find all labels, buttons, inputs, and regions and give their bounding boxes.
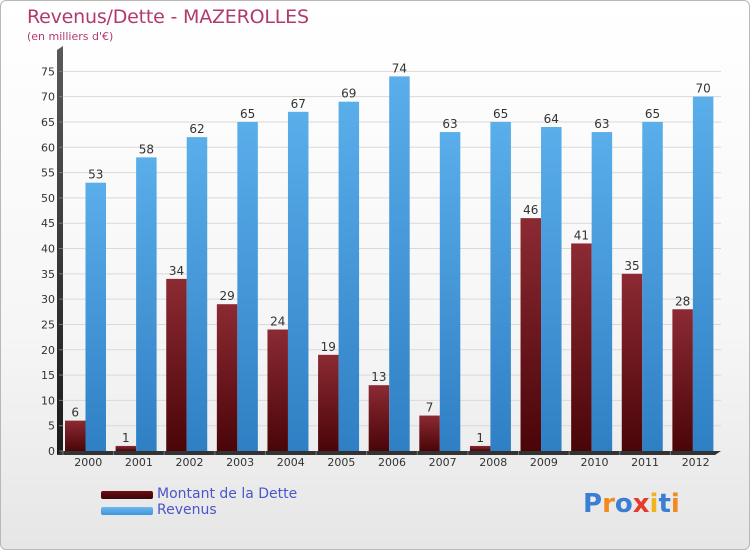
y-tick-label: 50 (41, 192, 55, 205)
x-tick-label: 2000 (74, 456, 102, 469)
bar-revenue (642, 121, 663, 451)
logo-letter: x (632, 489, 650, 519)
bar-debt (368, 385, 390, 451)
bar-debt (469, 445, 491, 451)
y-tick-label: 0 (48, 445, 55, 458)
bar-revenue (136, 157, 157, 451)
chart-subtitle: (en milliers d'€) (27, 30, 114, 43)
logo-letter: P (583, 489, 603, 519)
data-label-revenue: 70 (695, 82, 710, 96)
bar-debt (166, 278, 187, 451)
data-label-debt: 1 (122, 431, 130, 445)
y-tick-label: 10 (41, 394, 55, 407)
y-tick-label: 55 (41, 167, 55, 180)
data-label-revenue: 64 (544, 112, 559, 126)
x-tick-label: 2012 (682, 456, 710, 469)
bar-debt (318, 354, 339, 451)
legend-label-revenue: Revenus (157, 502, 217, 518)
bar-debt (115, 445, 137, 451)
legend-swatch-revenue (101, 507, 153, 515)
y-tick-label: 45 (41, 217, 55, 230)
logo-letter: i (670, 489, 680, 519)
legend-swatch-debt (101, 491, 153, 499)
x-tick-label: 2008 (479, 456, 507, 469)
logo-letter: i (649, 489, 659, 519)
logo-letter: r (602, 489, 615, 519)
data-label-revenue: 67 (291, 97, 306, 111)
axis-floor (57, 451, 721, 455)
data-label-debt: 29 (219, 289, 234, 303)
bar-debt (267, 329, 288, 451)
x-tick-label: 2007 (429, 456, 457, 469)
x-tick-label: 2001 (125, 456, 153, 469)
data-label-debt: 35 (624, 259, 639, 273)
bar-revenue (186, 137, 208, 451)
y-tick-label: 15 (41, 369, 55, 382)
bar-revenue (692, 96, 714, 451)
axis-wall (57, 46, 63, 455)
x-tick-label: 2003 (226, 456, 254, 469)
x-tick-label: 2002 (176, 456, 204, 469)
data-label-revenue: 62 (189, 122, 204, 136)
x-tick-label: 2006 (378, 456, 406, 469)
bar-debt (65, 420, 86, 451)
bar-revenue (85, 182, 106, 451)
data-label-debt: 6 (71, 406, 79, 420)
bar-debt (520, 218, 542, 451)
bar-revenue (237, 121, 258, 451)
data-label-debt: 24 (270, 315, 285, 329)
logo-letter: o (614, 489, 633, 519)
y-tick-label: 25 (41, 318, 55, 331)
bar-debt (419, 415, 440, 451)
data-label-debt: 46 (523, 203, 538, 217)
chart-title: Revenus/Dette - MAZEROLLES (27, 6, 309, 28)
bar-debt (216, 304, 238, 451)
x-tick-label: 2011 (631, 456, 659, 469)
data-label-revenue: 69 (341, 87, 356, 101)
y-tick-label: 35 (41, 268, 55, 281)
y-tick-label: 5 (48, 420, 55, 433)
bar-revenue (389, 76, 410, 451)
y-tick-label: 20 (41, 344, 55, 357)
bar-revenue (541, 127, 562, 451)
bar-debt (672, 309, 693, 451)
data-label-revenue: 65 (240, 107, 255, 121)
y-tick-label: 40 (41, 243, 55, 256)
data-label-revenue: 63 (442, 117, 457, 131)
legend-label-debt: Montant de la Dette (157, 486, 298, 502)
data-label-revenue: 74 (392, 61, 407, 75)
data-label-debt: 7 (426, 401, 434, 415)
x-tick-label: 2009 (530, 456, 558, 469)
y-tick-label: 30 (41, 293, 55, 306)
y-tick-label: 65 (41, 116, 55, 129)
bar-revenue (591, 132, 613, 451)
logo-letter: t (658, 489, 671, 519)
data-label-revenue: 65 (493, 107, 508, 121)
x-tick-label: 2005 (327, 456, 355, 469)
bar-revenue (287, 111, 309, 451)
data-label-revenue: 63 (594, 117, 609, 131)
data-label-debt: 19 (321, 340, 336, 354)
y-tick-label: 70 (41, 91, 55, 104)
bar-revenue (338, 101, 360, 451)
bar-debt (621, 273, 643, 451)
data-label-debt: 34 (169, 264, 184, 278)
bar-debt (571, 243, 592, 451)
y-tick-label: 75 (41, 65, 55, 78)
data-label-revenue: 65 (645, 107, 660, 121)
data-label-revenue: 58 (139, 142, 154, 156)
data-label-debt: 13 (371, 370, 386, 384)
data-label-debt: 1 (476, 431, 484, 445)
y-tick-label: 60 (41, 141, 55, 154)
data-label-debt: 28 (675, 294, 690, 308)
data-label-debt: 41 (574, 228, 589, 242)
data-label-revenue: 53 (88, 168, 103, 182)
x-tick-label: 2010 (580, 456, 608, 469)
bar-revenue (490, 121, 511, 451)
proxiti-logo: Proxiti (583, 489, 680, 519)
x-tick-label: 2004 (277, 456, 305, 469)
bar-revenue (439, 132, 461, 451)
